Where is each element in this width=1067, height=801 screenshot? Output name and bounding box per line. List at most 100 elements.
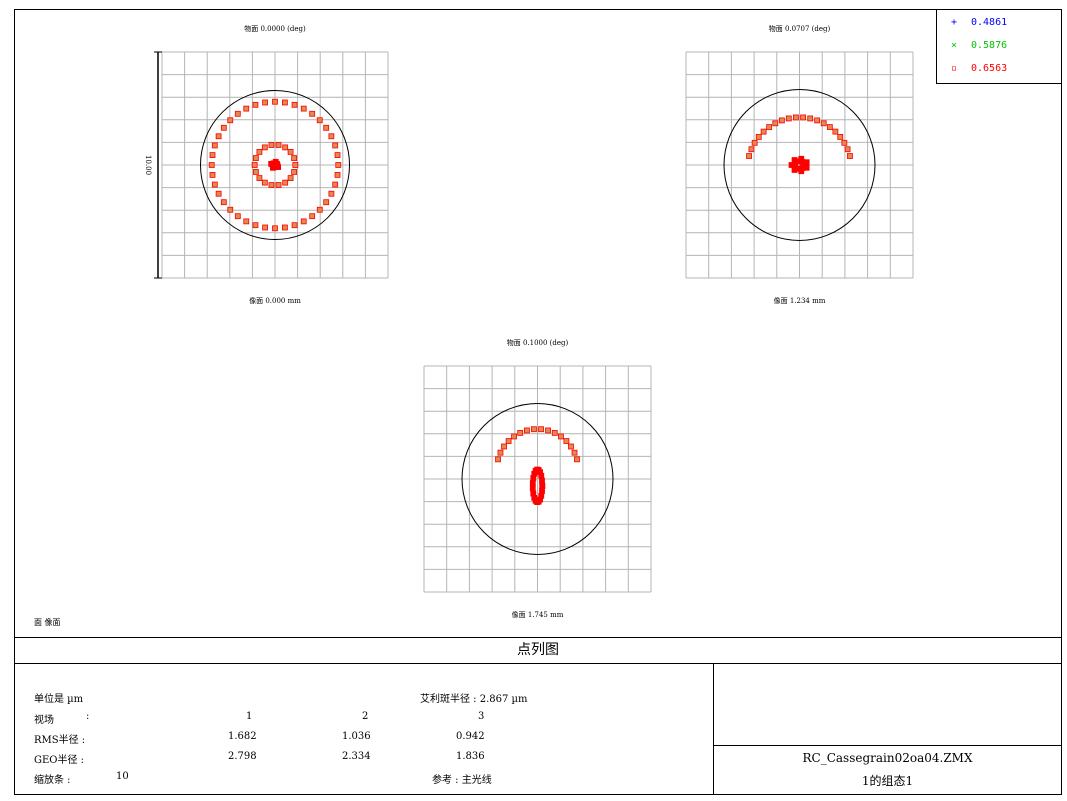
spot-point: [323, 199, 330, 206]
rms-label: RMS半径 :: [34, 735, 86, 746]
spot-point: [281, 99, 288, 106]
spot-point: [751, 139, 758, 146]
divider-bottom: [14, 663, 1062, 664]
spot-point: [300, 218, 307, 225]
legend-label-3: 0.6563: [971, 63, 1008, 74]
object-field-label: 物面 0.1000 (deg): [507, 338, 569, 347]
spot-point: [837, 134, 844, 140]
legend-label-1: 0.4861: [971, 17, 1008, 28]
spot-point: [282, 179, 289, 186]
airy-radius: 艾利斑半径 : 2.867 µm: [420, 694, 528, 705]
image-height-label: 像面 1.745 mm: [512, 610, 564, 619]
spot-point: [256, 175, 263, 181]
spot-point: [243, 218, 250, 225]
spot-point: [220, 199, 227, 206]
spot-point: [243, 105, 250, 112]
spot-point: [309, 110, 316, 117]
spot-point: [215, 133, 222, 140]
spot-point: [272, 225, 278, 232]
legend-entry-1: +0.4861: [951, 16, 1007, 30]
legend-label-2: 0.5876: [971, 40, 1008, 51]
airy-disk-circle: [199, 89, 351, 241]
spot-point: [252, 101, 259, 108]
spot-point: [261, 179, 268, 186]
spot-point: [220, 124, 227, 131]
spot-point: [501, 443, 507, 450]
scale-label: 缩放条 :: [34, 775, 71, 786]
field-2: 2: [362, 711, 369, 722]
field-colon: :: [86, 711, 90, 722]
spot-point: [539, 477, 545, 484]
spot-point: [832, 128, 839, 135]
reference-label: 参考 : 主光线: [432, 775, 492, 786]
spot-point: [539, 482, 546, 489]
spot-point: [252, 222, 259, 229]
spot-point: [826, 124, 833, 130]
spot-point: [545, 427, 551, 434]
spot-point: [335, 162, 342, 168]
spot-point: [807, 115, 814, 122]
figure-frame: [14, 9, 1062, 795]
legend-entry-3: ▫ 0.6563: [951, 62, 1007, 76]
spot-point: [291, 169, 298, 175]
spot-point: [234, 110, 241, 117]
spot-point: [793, 114, 799, 121]
spot-point: [261, 144, 268, 151]
image-height-label: 像面 1.234 mm: [774, 296, 826, 305]
geo-1: 2.798: [228, 751, 257, 762]
spot-point: [268, 142, 275, 148]
spot-point: [785, 115, 792, 122]
spot-point: [262, 99, 269, 106]
spot-point: [538, 426, 544, 433]
legend-entry-2: × 0.5876: [951, 39, 1007, 53]
cross-icon: ×: [951, 40, 958, 51]
spot-point: [820, 120, 827, 127]
spot-point: [209, 152, 216, 159]
spot-point: [778, 117, 785, 124]
spot-point: [551, 429, 558, 436]
spot-point: [495, 456, 501, 463]
spot-point: [251, 162, 258, 168]
spot-point: [844, 146, 851, 153]
spot-point: [291, 155, 298, 161]
rms-3: 0.942: [456, 731, 485, 742]
file-name: RC_Cassegrain02oa04.ZMX: [802, 751, 973, 765]
spot-point: [287, 149, 294, 155]
spot-point: [211, 142, 218, 149]
spot-point: [328, 133, 335, 140]
rms-2: 1.036: [342, 731, 371, 742]
spot-point: [316, 117, 323, 124]
spot-point: [529, 485, 536, 492]
spot-point: [803, 159, 810, 166]
spot-point: [262, 224, 269, 231]
spot-point: [273, 160, 280, 167]
spot-point: [227, 117, 234, 124]
field-3: 3: [478, 711, 485, 722]
spot-point: [568, 443, 574, 450]
geo-3: 1.836: [456, 751, 485, 762]
object-field-label: 物面 0.0707 (deg): [769, 24, 831, 33]
spot-point: [234, 213, 241, 220]
spot-point: [334, 171, 341, 178]
spot-point: [511, 433, 517, 440]
spot-point: [505, 438, 512, 444]
spot-point: [256, 149, 263, 155]
spot-point: [814, 117, 821, 124]
spot-point: [760, 128, 767, 135]
spot-point: [227, 206, 234, 213]
spot-point: [766, 124, 773, 130]
spot-point: [847, 153, 853, 159]
divider-file: [713, 745, 1062, 746]
spot-point: [530, 490, 537, 497]
diagram-title: 点列图: [517, 642, 559, 658]
spot-point: [531, 426, 537, 433]
spot-point: [524, 427, 530, 434]
spot-point: [328, 190, 335, 197]
airy-disk-circle: [461, 403, 614, 555]
airy-disk-circle: [723, 89, 876, 241]
surface-label: 面 像面: [34, 618, 61, 627]
spot-point: [316, 206, 323, 213]
scale-value: 10: [116, 771, 129, 782]
spot-point: [282, 144, 289, 151]
